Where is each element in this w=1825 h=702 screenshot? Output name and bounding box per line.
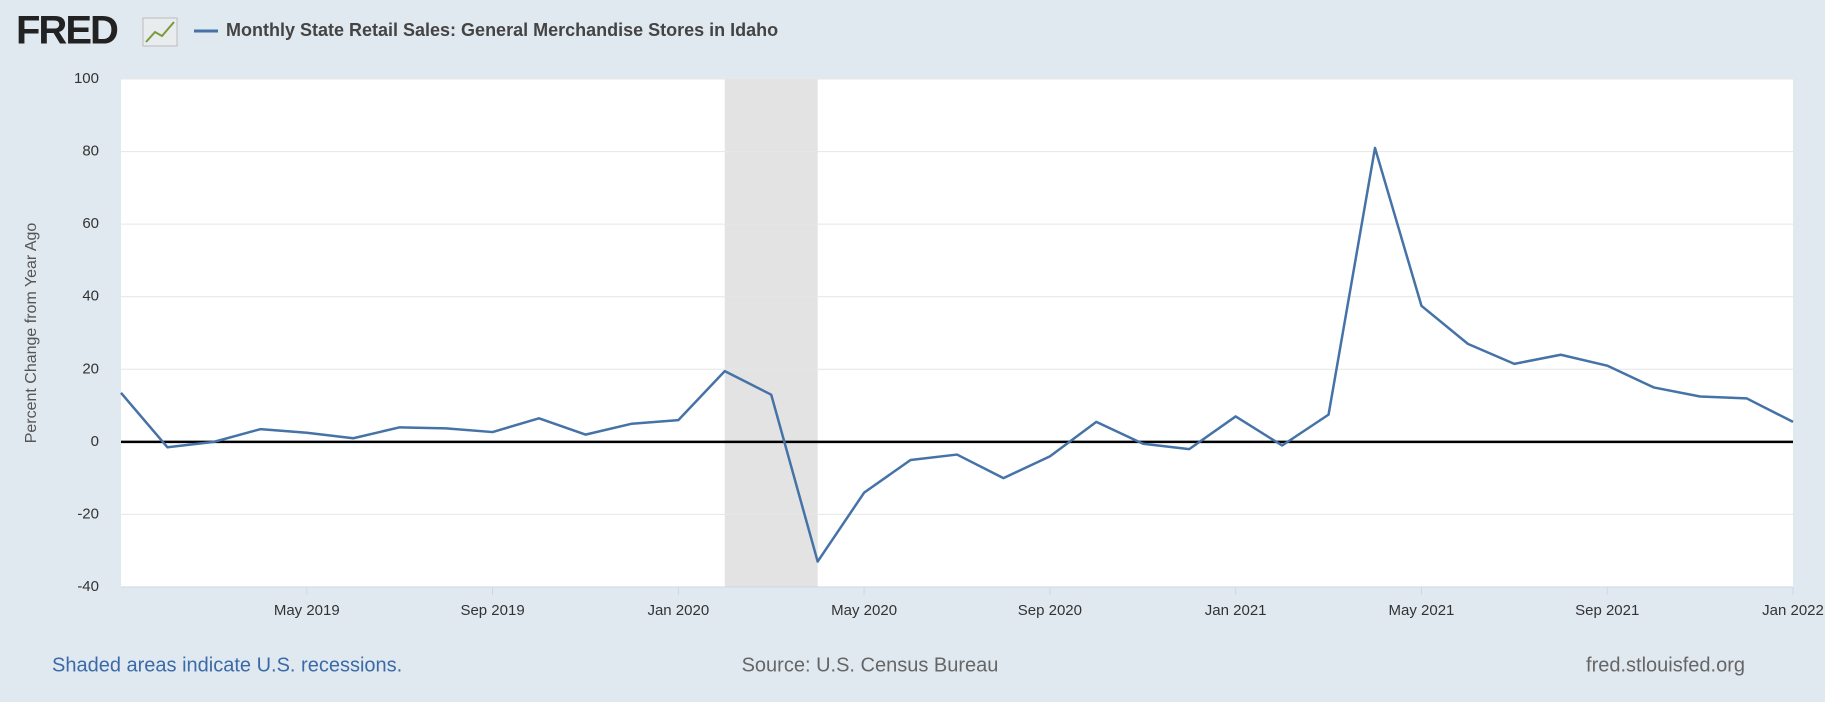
y-tick-label: -20 xyxy=(77,505,99,522)
plot-area xyxy=(121,79,1793,587)
x-tick-label: Sep 2021 xyxy=(1575,602,1639,619)
y-tick-label: 100 xyxy=(74,70,99,87)
site: fred.stlouisfed.org xyxy=(1586,654,1745,676)
recession-note: Shaded areas indicate U.S. recessions. xyxy=(52,654,402,676)
x-tick-label: Jan 2021 xyxy=(1205,602,1267,619)
y-tick-label: 40 xyxy=(82,288,99,305)
x-tick-label: May 2019 xyxy=(274,602,340,619)
y-axis-label: Percent Change from Year Ago xyxy=(23,223,40,444)
logo-icon xyxy=(142,17,178,47)
y-tick-label: 80 xyxy=(82,143,99,160)
x-tick-label: Sep 2020 xyxy=(1018,602,1082,619)
series-line xyxy=(120,146,1794,563)
x-tick-label: Jan 2022 xyxy=(1762,602,1824,619)
source: Source: U.S. Census Bureau xyxy=(742,654,999,676)
y-tick-label: -40 xyxy=(77,578,99,595)
x-tick-label: Jan 2020 xyxy=(647,602,709,619)
x-tick-label: May 2020 xyxy=(831,602,897,619)
y-tick-label: 20 xyxy=(82,360,99,377)
x-tick-label: Sep 2019 xyxy=(460,602,524,619)
y-tick-label: 60 xyxy=(82,215,99,232)
y-tick-label: 0 xyxy=(91,433,99,450)
x-tick-label: May 2021 xyxy=(1389,602,1455,619)
chart-title: Monthly State Retail Sales: General Merc… xyxy=(226,20,778,40)
logo: FRED xyxy=(16,9,118,53)
